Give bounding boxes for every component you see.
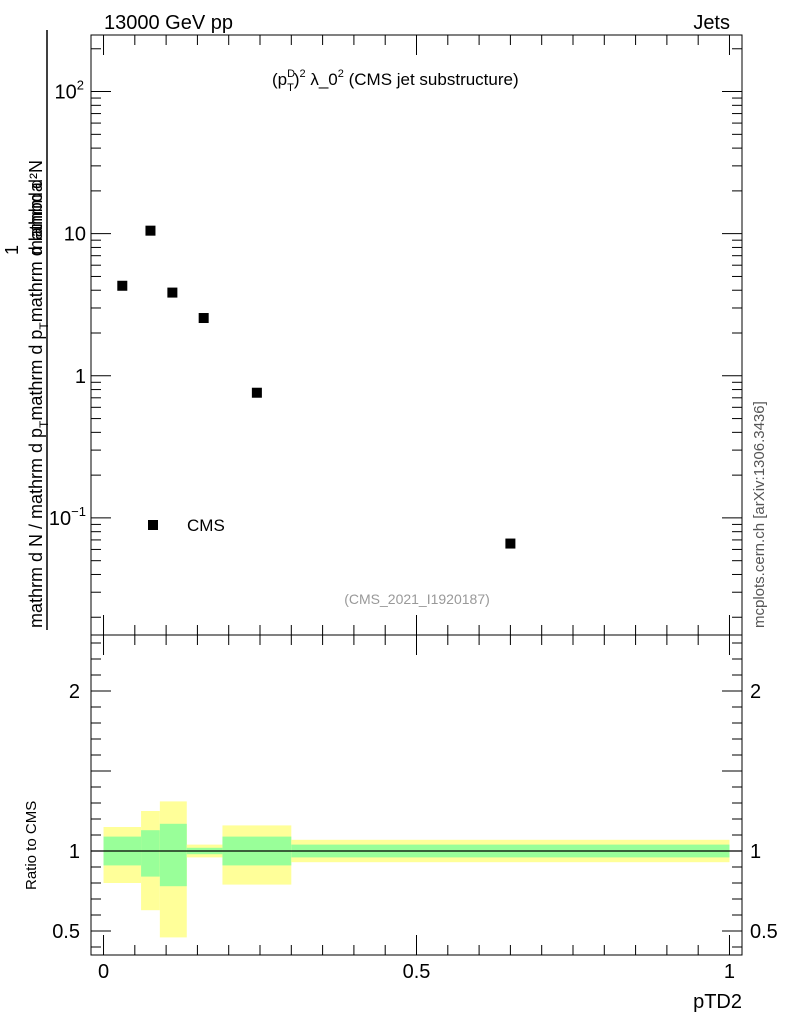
- side-credit: mcplots.cern.ch [arXiv:1306.3436]: [751, 401, 768, 628]
- ylabel-numerator: mathrm d²N: [26, 160, 46, 255]
- ratio-bands: [103, 801, 730, 938]
- ratio-ytick-label-left-0: 0.5: [52, 921, 80, 943]
- main-ytick-mantissa: 1: [75, 366, 86, 388]
- title-part-open: (p: [272, 70, 287, 89]
- title-part-sup1: D: [287, 68, 295, 80]
- analysis-id: (CMS_2021_I1920187): [344, 591, 490, 607]
- main-ytick-label-0: 10−1: [49, 504, 86, 530]
- ylabel-den-text: mathrm d N / mathrm d p: [26, 428, 46, 628]
- legend-marker: [148, 520, 158, 530]
- ylabel-num-one: 1: [2, 245, 22, 255]
- main-ytick-label-1: 1: [75, 366, 86, 388]
- ratio-ytick-label-right-2: 2: [750, 681, 761, 703]
- legend-label: CMS: [187, 516, 225, 535]
- title-part-sup3: 2: [338, 68, 344, 80]
- ylabel-den-end: mathrm d lambda: [26, 181, 46, 322]
- ratio-ylabel: Ratio to CMS: [23, 801, 40, 890]
- data-point-1: [145, 225, 156, 236]
- ratio-ytick-label-left-1: 1: [69, 841, 80, 863]
- title-part-close: ): [294, 70, 300, 89]
- plot-title: (pD T)2 λ_02 (CMS jet substructure): [272, 68, 519, 94]
- title-part-mid: λ_0: [306, 70, 338, 89]
- main-panel-frame: [90, 34, 743, 636]
- header-energy: 13000 GeV pp: [104, 12, 233, 34]
- ratio-band-inner-2: [159, 823, 187, 887]
- ratio-ytick-label-right-1: 1: [750, 841, 761, 863]
- x-tick-label-2: 1: [724, 961, 735, 983]
- ylabel-denominator: mathrm d N / mathrm d pTmathrm d pTmathr…: [26, 181, 51, 628]
- ratio-ytick-label-left-2: 2: [69, 681, 80, 703]
- main-ytick-mantissa: 10: [49, 508, 71, 530]
- legend: CMS: [148, 516, 225, 535]
- main-ytick-exponent: −1: [71, 504, 86, 519]
- title-part-tail: (CMS jet substructure): [344, 70, 519, 89]
- data-points: [117, 225, 516, 549]
- main-ytick-mantissa: 10: [64, 224, 86, 246]
- ratio-ticks: 0.5 0.5 1 1 2 2 0 0.5 1: [52, 635, 778, 983]
- x-tick-label-1: 0.5: [403, 961, 431, 983]
- main-ytick-label-2: 10: [64, 224, 86, 246]
- data-point-5: [505, 538, 516, 549]
- title-part-sub1: T: [287, 82, 294, 94]
- ylabel-den-sub: T: [37, 420, 51, 428]
- x-tick-label-0: 0: [98, 961, 109, 983]
- x-axis-label: pTD2: [693, 991, 742, 1013]
- main-ylabel: mathrm d²N 1 mathrm d N / mathrm d pTmat…: [2, 30, 51, 630]
- ylabel-den-tail: mathrm d p: [26, 330, 46, 421]
- ratio-band-inner-1: [141, 830, 160, 877]
- main-x-ticks: [103, 35, 730, 635]
- header-process: Jets: [693, 12, 730, 34]
- title-part-sup2: 2: [299, 68, 305, 80]
- main-ytick-mantissa: 10: [55, 82, 77, 104]
- ylabel-den-sub2: T: [37, 322, 51, 330]
- data-point-2: [167, 287, 178, 298]
- main-ytick-label-3: 102: [55, 78, 84, 104]
- ratio-ytick-label-right-0: 0.5: [750, 921, 778, 943]
- data-point-0: [117, 280, 128, 291]
- main-ytick-exponent: 2: [77, 78, 84, 93]
- ratio-panel-frame: [90, 634, 743, 956]
- data-point-4: [251, 387, 262, 398]
- data-point-3: [198, 313, 209, 324]
